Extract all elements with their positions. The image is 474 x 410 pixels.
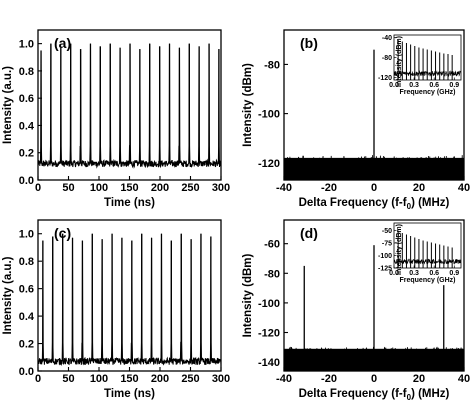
panel-label: (d) xyxy=(300,225,318,241)
x-tick-label: 0.3 xyxy=(409,270,419,277)
x-tick-label: -20 xyxy=(321,182,337,194)
y-tick-label: -75 xyxy=(382,241,392,248)
x-tick-label: 200 xyxy=(151,182,169,194)
x-tick-label: 100 xyxy=(90,373,108,385)
x-tick-label: -40 xyxy=(276,373,292,385)
x-tick-label: 50 xyxy=(62,373,74,385)
pulse-trace xyxy=(38,233,221,366)
x-tick-label: 0 xyxy=(35,182,41,194)
x-tick-label: 100 xyxy=(90,182,108,194)
panel-d: -40 -20 0 20 40-140-120-100-80-60(d)Delta Fr… xyxy=(242,219,470,402)
y-axis-label: Intensity (dBm) xyxy=(242,63,254,147)
x-tick-label: 250 xyxy=(181,373,199,385)
x-axis-label: Time (ns) xyxy=(104,197,155,209)
x-tick-label: 250 xyxy=(181,182,199,194)
y-tick-label: -100 xyxy=(378,253,392,260)
y-tick-label: 0.8 xyxy=(19,66,34,78)
y-tick-label: -60 xyxy=(264,239,280,251)
x-axis-label-tail: ) (MHz) xyxy=(411,388,449,400)
inset: 0.0 0.3 0.6 0.9 -50 -75 -100 -125 Frequency (GHz… xyxy=(378,222,462,284)
inset-x-axis-label: Frequency (GHz) xyxy=(399,89,455,96)
y-tick-label: 0.0 xyxy=(19,175,34,187)
x-axis-label-main: Delta Frequency (f-f xyxy=(299,388,407,400)
y-tick-label: 0.2 xyxy=(19,148,34,160)
y-tick-label: -120 xyxy=(378,75,392,82)
y-tick-label: -120 xyxy=(258,328,280,340)
inset-y-axis-label: Intensity (dBm) xyxy=(396,224,403,275)
y-tick-label: -120 xyxy=(258,158,280,170)
x-axis-label: Delta Frequency (f-f0) (MHz) xyxy=(299,197,450,211)
x-tick-label: 0.9 xyxy=(449,270,459,277)
panel-label: (a) xyxy=(54,35,71,51)
x-tick-label: 0.6 xyxy=(429,270,439,277)
y-axis-label: Intensity (a.u.) xyxy=(2,256,14,334)
x-axis-label-tail: ) (MHz) xyxy=(411,197,449,209)
panel-c: 0 50 100 150 200 250 300 0.0 0.2 0.4 0.6 0.8 1.0 (c) T… xyxy=(2,219,230,400)
inset-y-axis-label: Intensity (dBm) xyxy=(396,36,403,87)
x-tick-label: 20 xyxy=(413,182,425,194)
x-tick-label: 0.0 xyxy=(389,82,399,89)
noise-floor-fill xyxy=(284,348,464,371)
x-tick-label: 300 xyxy=(212,373,230,385)
y-tick-label: 0.2 xyxy=(19,339,34,351)
x-tick-label: 40 xyxy=(458,373,470,385)
y-tick-label: -80 xyxy=(382,55,392,62)
x-tick-label: 0 xyxy=(371,182,377,194)
x-tick-label: -40 xyxy=(276,182,292,194)
noise-floor-fill xyxy=(284,157,464,180)
y-tick-label: 0.6 xyxy=(19,93,34,105)
x-axis-label: Delta Frequency (f-f0) (MHz) xyxy=(299,388,450,402)
y-axis-label: Intensity (dBm) xyxy=(242,253,254,337)
x-axis-label-main: Delta Frequency (f-f xyxy=(299,197,407,209)
x-tick-label: 150 xyxy=(120,182,138,194)
panel-label: (c) xyxy=(54,225,71,241)
x-tick-label: 0.3 xyxy=(409,82,419,89)
plot-frame xyxy=(37,219,222,372)
x-tick-label: 200 xyxy=(151,373,169,385)
x-tick-label: 300 xyxy=(212,182,230,194)
y-tick-label: -80 xyxy=(264,268,280,280)
inset: 0.0 0.3 0.6 0.9 -40 -80 -120 Frequency (GHz) Int… xyxy=(378,34,462,96)
x-tick-label: 40 xyxy=(458,182,470,194)
x-tick-label: 150 xyxy=(120,373,138,385)
inset-x-axis-label: Frequency (GHz) xyxy=(399,277,455,284)
y-tick-label: -100 xyxy=(258,109,280,121)
panel-label: (b) xyxy=(300,35,318,51)
x-tick-label: -20 xyxy=(321,373,337,385)
y-tick-label: -100 xyxy=(258,298,280,310)
y-tick-label: 0.6 xyxy=(19,284,34,296)
x-tick-label: 0.6 xyxy=(429,82,439,89)
y-tick-label: 1.0 xyxy=(19,39,34,51)
x-axis-label-subscript: 0 xyxy=(407,393,412,402)
panel-a: 0 50 100 150 200 250 300 0.0 0.2 0.4 0.6 0.8 1.0 (a) T… xyxy=(2,29,230,209)
y-tick-label: 1.0 xyxy=(19,229,34,241)
y-tick-label: -80 xyxy=(264,59,280,71)
y-tick-label: 0.8 xyxy=(19,256,34,268)
x-tick-label: 0.9 xyxy=(449,82,459,89)
y-tick-label: -50 xyxy=(382,228,392,235)
x-tick-label: 50 xyxy=(62,182,74,194)
x-tick-label: 20 xyxy=(413,373,425,385)
x-axis-label: Time (ns) xyxy=(104,388,155,400)
x-axis-label-subscript: 0 xyxy=(407,202,412,211)
y-tick-label: -40 xyxy=(382,35,392,42)
x-tick-label: 0.0 xyxy=(389,270,399,277)
x-tick-label: 0 xyxy=(371,373,377,385)
x-tick-label: 0 xyxy=(35,373,41,385)
y-axis-label: Intensity (a.u.) xyxy=(2,66,14,144)
y-tick-label: -125 xyxy=(378,266,392,273)
panel-b: -40 -20 0 20 40-120-100-80(b)Delta Frequency… xyxy=(242,29,470,211)
y-tick-label: 0.0 xyxy=(19,366,34,378)
y-tick-label: -140 xyxy=(258,357,280,369)
y-tick-label: 0.4 xyxy=(19,120,35,132)
y-tick-label: 0.4 xyxy=(19,311,35,323)
